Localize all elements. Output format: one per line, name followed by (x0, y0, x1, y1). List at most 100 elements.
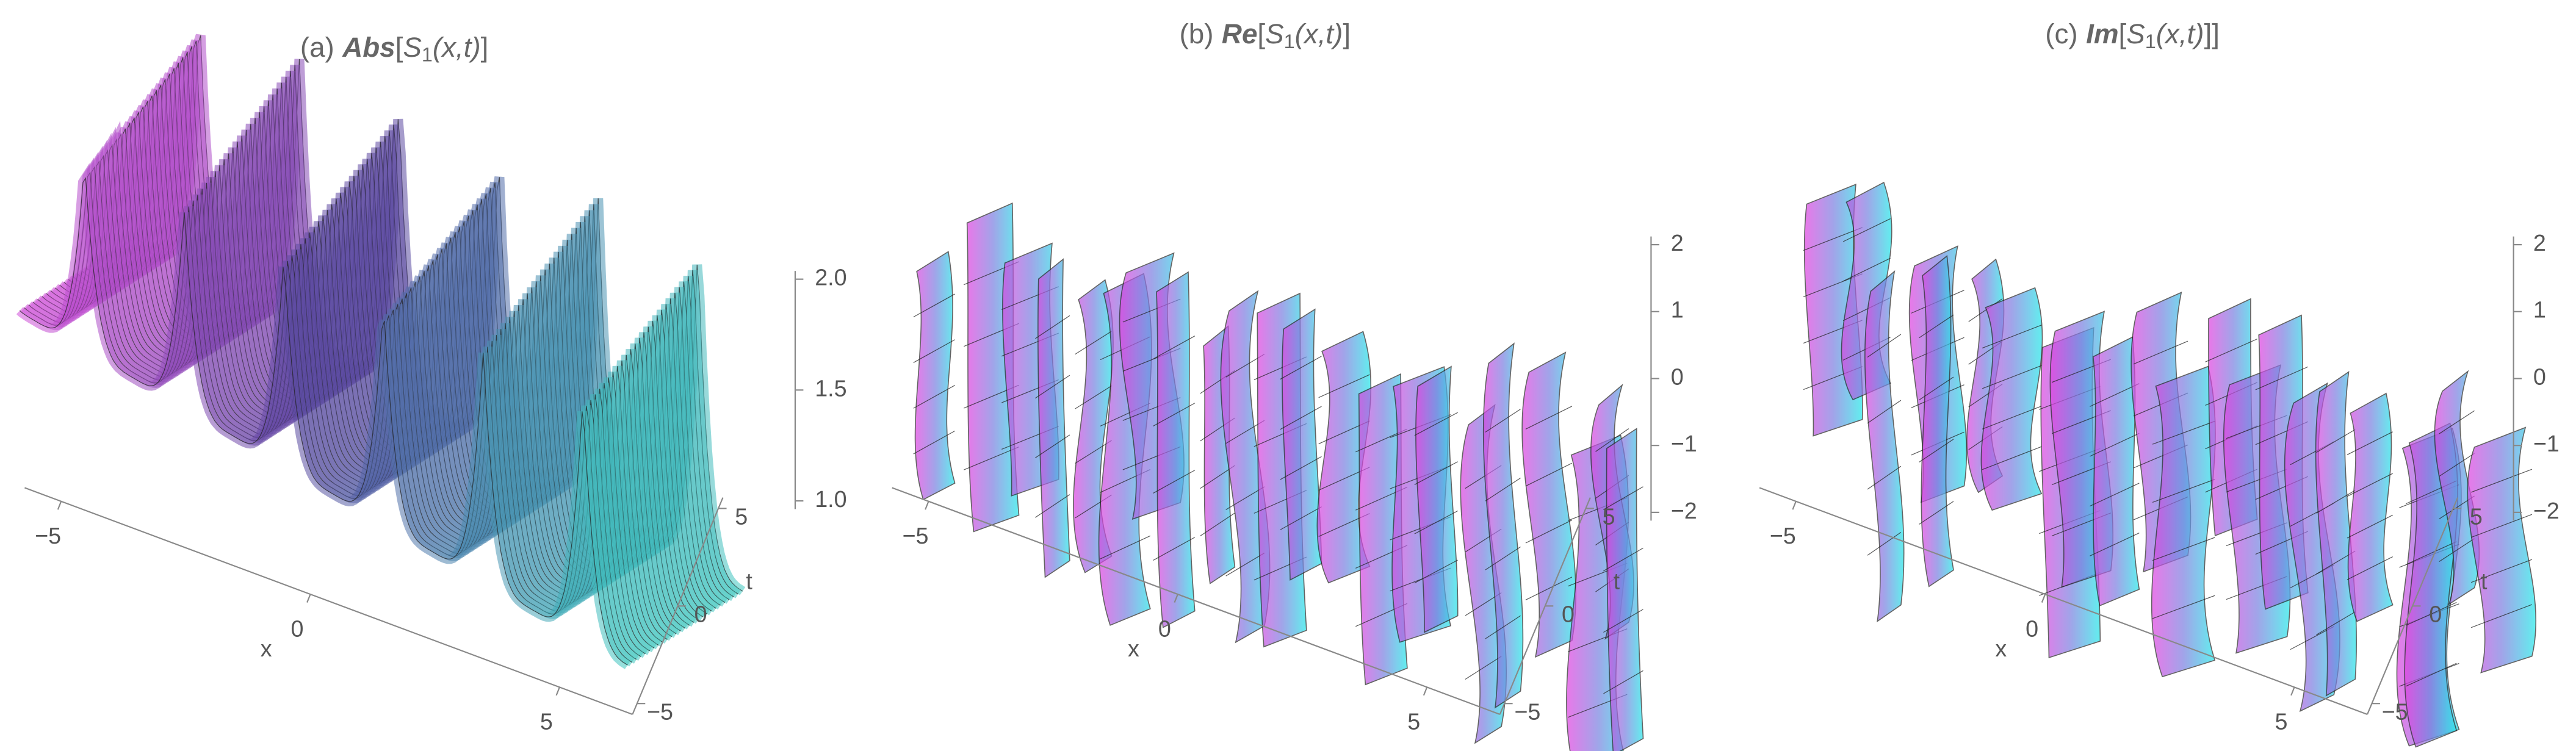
surface-mesh (1225, 552, 1265, 577)
surface-mesh (1280, 356, 1322, 380)
x-tick-label: 0 (2026, 616, 2038, 641)
x-axis (1759, 487, 2368, 715)
z-tick-label: 2 (2533, 230, 2546, 256)
surface-ribbon (2315, 371, 2358, 697)
surface-mesh (913, 430, 955, 455)
surface-mesh (2439, 538, 2475, 562)
x-tick-label: 5 (540, 709, 553, 735)
x-tick-label: −5 (903, 523, 929, 548)
x-tick-label: −5 (1770, 523, 1796, 548)
title-label: (b) (1180, 18, 1214, 49)
surface-mesh (2347, 431, 2393, 456)
surface-mesh (1867, 334, 1902, 358)
surface-mesh (1485, 478, 1521, 501)
surface-mesh (1525, 577, 1573, 601)
x-tick-label: −5 (35, 523, 61, 548)
x-tick (1174, 594, 1178, 603)
title-function: Im (2086, 18, 2118, 49)
x-tick (1423, 686, 1428, 696)
surface-mesh (1280, 406, 1322, 430)
title-symbol: S (1265, 18, 1284, 49)
z-tick-label: 2 (1671, 230, 1684, 256)
x-tick-label: 5 (2275, 709, 2288, 735)
surface-mesh (2090, 383, 2140, 407)
surface-mesh (1595, 428, 1629, 452)
x-axis-label: x (1128, 636, 1139, 661)
surface-mesh (913, 385, 955, 409)
surface-mesh (1465, 656, 1502, 680)
surface-mesh (2205, 339, 2257, 362)
x-tick (925, 501, 929, 510)
surface-ribbon (1037, 258, 1070, 578)
surface-mesh (2316, 611, 2356, 636)
panel-title: (c) Im[S1(x,t)]] (2045, 18, 2220, 52)
title-close: ] (1343, 18, 1351, 49)
surface-mesh (2470, 604, 2533, 628)
title-open: [ (1257, 18, 1265, 49)
title-subscript: 1 (2145, 31, 2156, 52)
surface-mesh (964, 446, 1019, 470)
surface-mesh (1982, 406, 2042, 429)
surface-mesh (1867, 465, 1902, 490)
surface-mesh (2347, 473, 2393, 497)
surface-mesh (2439, 410, 2475, 434)
surface-ribbon (2151, 365, 2216, 678)
z-tick-label: 1.0 (815, 486, 846, 512)
z-tick-label: 1 (2533, 297, 2546, 323)
panel-title: (a) Abs[S1(x,t)] (300, 32, 489, 65)
title-label: (c) (2045, 18, 2077, 49)
surface-ribbon (914, 251, 956, 501)
z-tick-label: −1 (2533, 431, 2560, 456)
title-arguments: (x,t) (433, 32, 481, 63)
panel: (a) Abs[S1(x,t)] −5 0 5 x −5 0 5 t 1.0 1.5 2.0 (16, 32, 847, 735)
surface-mesh (1842, 257, 1891, 282)
t-axis-label: t (1614, 569, 1620, 594)
surface-mesh (1035, 315, 1070, 339)
title-subscript: 1 (1284, 31, 1295, 52)
title-symbol: S (2126, 18, 2145, 49)
surface-mesh (1414, 559, 1458, 584)
surface-mesh (1414, 412, 1458, 436)
surface-ribbon (2467, 426, 2537, 674)
surface-mesh (1485, 409, 1521, 433)
surface-mesh (2090, 483, 2140, 507)
t-tick-label: −5 (1514, 699, 1540, 724)
title-open: [ (2119, 18, 2127, 49)
title-subscript: 1 (422, 43, 433, 65)
surface-ribbon (1606, 428, 1644, 751)
surface-mesh (2347, 514, 2393, 539)
t-axis-label: t (2481, 569, 2488, 594)
surface-mesh (19, 177, 628, 666)
surface-mesh (1603, 609, 1643, 633)
t-tick-label: 0 (1562, 601, 1575, 627)
title-label: (a) (300, 32, 334, 63)
x-tick (306, 594, 311, 603)
z-tick-label: 1.5 (815, 375, 846, 401)
surface-mesh (1318, 374, 1370, 398)
surface-mesh (1153, 537, 1196, 561)
t-tick-label: 5 (2470, 504, 2483, 530)
t-tick-label: −5 (2382, 699, 2408, 724)
title-symbol: S (403, 32, 422, 63)
surface-mesh (2152, 537, 2215, 561)
surface-mesh (1035, 375, 1070, 399)
surface-mesh (913, 339, 955, 363)
title-close: ] (481, 32, 489, 63)
title-arguments: (x,t) (1295, 18, 1343, 49)
surface-mesh (1603, 670, 1643, 694)
x-axis (24, 487, 633, 715)
surface-mesh (2439, 453, 2475, 477)
surface-ribbon (1156, 271, 1196, 628)
t-axis-label: t (746, 569, 752, 594)
surface-mesh (1603, 547, 1643, 572)
surface-mesh (1982, 446, 2042, 470)
x-tick (2290, 686, 2295, 696)
z-tick-label: −2 (1671, 498, 1697, 523)
surface-mesh (2316, 490, 2356, 514)
surface-mesh (1200, 512, 1235, 537)
t-tick-label: 5 (1603, 504, 1615, 530)
surface-mesh (2152, 420, 2215, 445)
surface-mesh (1414, 461, 1458, 485)
surface-mesh (2406, 541, 2457, 565)
